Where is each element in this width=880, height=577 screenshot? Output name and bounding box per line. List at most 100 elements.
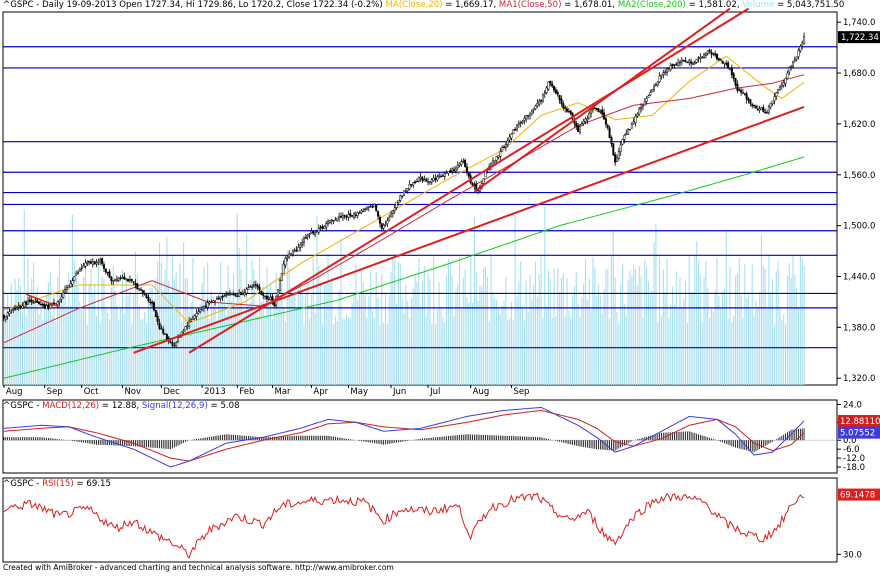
- volume-bar: [173, 279, 175, 385]
- candle-body: [454, 168, 457, 172]
- candle-body: [760, 107, 763, 111]
- candle-body: [514, 128, 517, 131]
- candle-body: [536, 103, 539, 107]
- candle-body: [706, 50, 709, 54]
- candle-body: [8, 311, 11, 314]
- candle-body: [793, 59, 796, 62]
- volume-bar: [379, 324, 381, 385]
- candle-body: [19, 305, 22, 308]
- volume-bar: [140, 319, 142, 385]
- candle-body: [190, 319, 192, 322]
- volume-bar: [25, 316, 27, 385]
- volume-bar: [234, 308, 237, 385]
- candle-body: [397, 199, 400, 203]
- volume-bar: [573, 286, 575, 385]
- candle-body: [399, 195, 402, 201]
- candle-body: [725, 63, 728, 65]
- candle-body: [245, 288, 248, 294]
- candle-body: [606, 125, 609, 128]
- volume-bar: [512, 319, 514, 385]
- candle-body: [30, 299, 33, 303]
- axes-and-ticks: 1,740.0 1,680.0 1,620.0 1,560.0 1,500.0 1,440…: [3, 18, 880, 397]
- volume-bar: [597, 284, 600, 385]
- volume-bar: [471, 302, 474, 385]
- volume-bar: [370, 270, 372, 385]
- volume-bars: [3, 206, 805, 385]
- volume-bar: [727, 318, 729, 385]
- candle-body: [430, 179, 433, 183]
- candle-body: [649, 92, 652, 96]
- volume-bar: [62, 294, 64, 385]
- candle-body: [456, 165, 459, 168]
- volume-bar: [407, 300, 409, 385]
- volume-bar: [792, 256, 794, 385]
- candle-body: [228, 294, 231, 296]
- volume-bar: [220, 261, 222, 385]
- candle-body: [523, 118, 526, 121]
- candle-body: [299, 244, 302, 248]
- volume-bar: [603, 289, 605, 385]
- volume-bar: [103, 278, 105, 385]
- candle-body: [721, 60, 724, 64]
- candle-body: [569, 110, 572, 114]
- candle-body: [115, 279, 118, 281]
- volume-bar: [299, 283, 301, 385]
- volume-bar: [707, 288, 709, 385]
- volume-bar: [803, 265, 805, 385]
- volume-bar: [368, 295, 370, 385]
- macd-symbol: ^GSPC: [3, 401, 34, 411]
- volume-bar: [392, 257, 394, 385]
- candle-body: [138, 288, 141, 291]
- candle-body: [503, 146, 506, 148]
- volume-bar: [683, 298, 685, 385]
- candle-body: [127, 279, 130, 282]
- candle-body: [614, 154, 617, 163]
- volume-bar: [692, 291, 694, 385]
- macd-value: = 12.88,: [99, 401, 142, 411]
- volume-bar: [625, 315, 627, 385]
- candle-body: [382, 224, 385, 229]
- candle-body: [691, 63, 694, 65]
- ma20-value: = 1,669.17,: [442, 0, 499, 10]
- candle-body: [521, 120, 524, 123]
- volume-bar: [544, 206, 546, 385]
- candle-body: [252, 284, 255, 287]
- candle-body: [678, 61, 681, 64]
- volume-bar: [446, 275, 448, 385]
- volume-bar: [746, 298, 748, 385]
- volume-bar: [657, 322, 659, 385]
- candle-body: [302, 238, 305, 243]
- volume-bar: [699, 275, 701, 385]
- volume-bar: [516, 296, 518, 385]
- volume-bar: [79, 302, 81, 385]
- volume-bar: [605, 268, 607, 385]
- volume-bar: [777, 261, 779, 385]
- candle-body: [282, 264, 285, 274]
- volume-bar: [133, 293, 135, 385]
- volume-bar: [125, 281, 127, 385]
- candle-body: [617, 151, 620, 159]
- volume-bar: [40, 300, 42, 385]
- volume-bar: [95, 316, 98, 385]
- candle-body: [443, 172, 446, 177]
- candle-body: [386, 220, 389, 224]
- candle-body: [769, 102, 772, 108]
- candle-body: [640, 106, 643, 109]
- candle-body: [236, 295, 239, 298]
- candle-body: [284, 258, 287, 266]
- candle-body: [56, 301, 59, 305]
- candle-body: [528, 112, 531, 117]
- candle-body: [80, 267, 83, 270]
- volume-bar: [305, 292, 307, 385]
- volume-bar: [642, 318, 644, 385]
- candle-body: [625, 133, 628, 135]
- volume-bar: [783, 314, 785, 385]
- volume-bar: [277, 293, 279, 385]
- candle-body: [249, 286, 252, 288]
- volume-bar: [297, 285, 299, 385]
- volume-bar: [336, 321, 338, 385]
- candle-body: [638, 108, 641, 115]
- candle-body: [777, 89, 780, 93]
- candle-body: [512, 129, 515, 135]
- volume-bar: [794, 274, 796, 385]
